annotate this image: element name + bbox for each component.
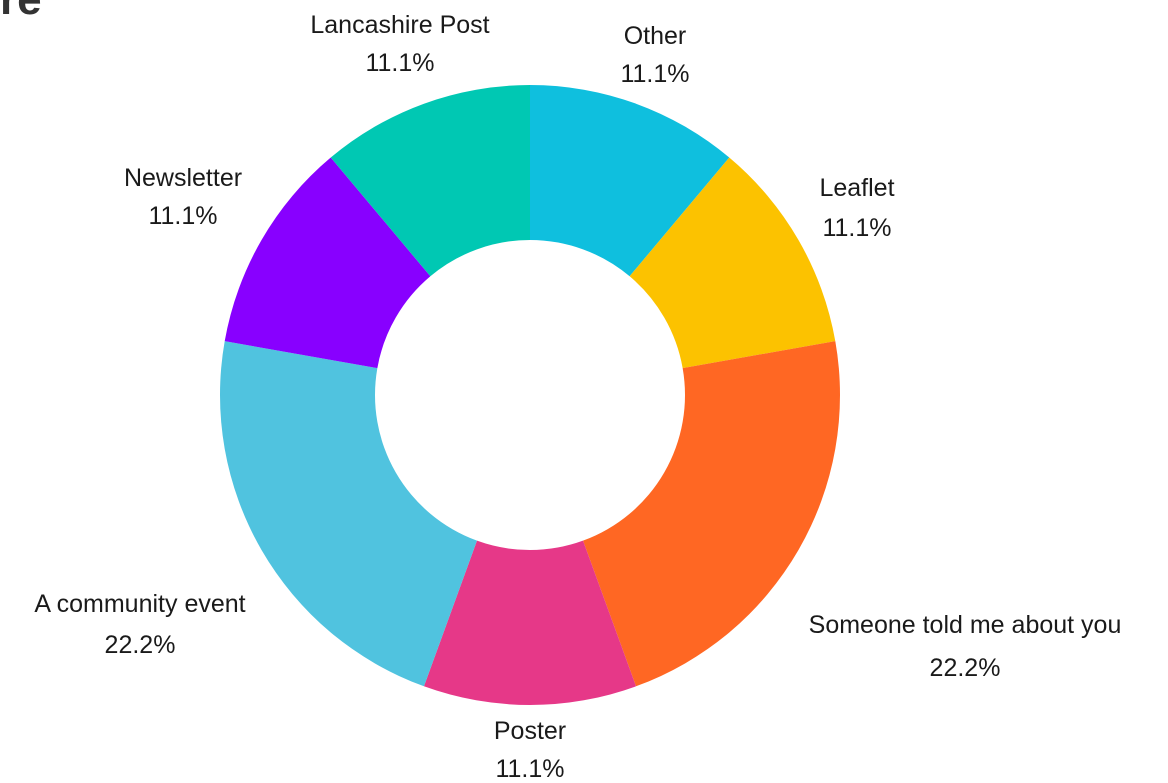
slice-label-name: Newsletter [124,164,242,192]
slice-label-percent: 11.1% [365,49,434,77]
slice-other [530,85,730,277]
slice-label-percent: 11.1% [822,214,891,242]
slice-label-percent: 11.1% [620,60,689,88]
slice-a-community-event [220,341,477,687]
slice-label-name: Other [624,22,687,50]
slice-label-percent: 22.2% [105,631,176,659]
slice-label-name: Poster [494,717,566,745]
slice-label-percent: 11.1% [495,755,564,783]
slice-label-percent: 11.1% [148,202,217,230]
slice-label-name: Someone told me about you [809,611,1122,639]
chart-title-fragment: re [0,0,42,22]
slice-lancashire-post [330,85,530,277]
slice-labels: Other 11.1% Leaflet 11.1% Someone told me ab… [34,11,1121,783]
slice-label-percent: 22.2% [930,654,1001,682]
slice-newsletter [224,157,431,369]
donut-slices [220,85,840,705]
slice-label-name: Lancashire Post [310,11,489,39]
slice-leaflet [629,157,836,369]
slice-label-name: Leaflet [819,174,894,202]
slice-label-name: A community event [34,590,245,618]
slice-someone-told-me-about-you [583,341,840,687]
slice-poster [423,540,637,705]
